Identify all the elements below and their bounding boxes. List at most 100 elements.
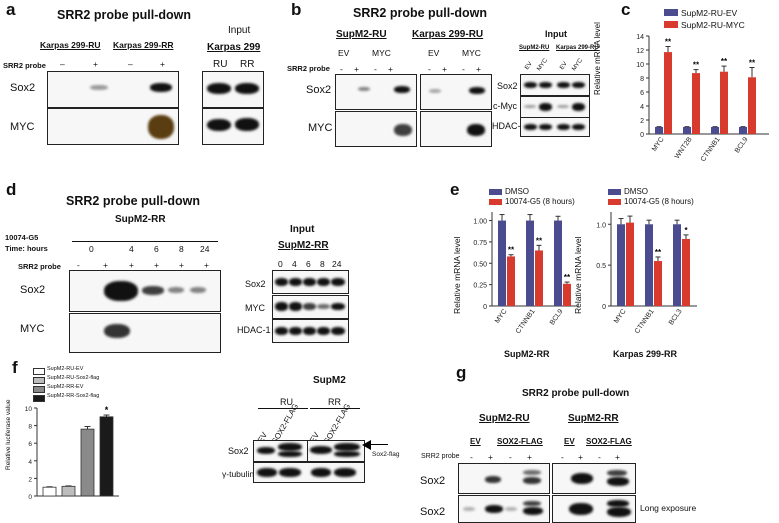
bar (99, 416, 114, 497)
bar (683, 127, 691, 134)
y-tick-label: 8 (28, 424, 32, 431)
time-bracket (72, 241, 218, 242)
bracket (258, 408, 308, 409)
y-tick-label: 4 (28, 459, 32, 466)
lane-sign: + (103, 260, 108, 270)
sub-label: MYC (462, 48, 481, 58)
bar (739, 127, 747, 134)
input-blot-myc (202, 108, 264, 145)
blot-myc-supm2 (335, 111, 417, 147)
panel-letter: g (456, 363, 467, 382)
time-value: 4 (129, 244, 134, 254)
panel-letter: c (621, 0, 631, 19)
group-label: SupM2-RU (336, 29, 387, 40)
lane-sign: + (388, 64, 393, 74)
blot-myc (47, 108, 179, 145)
sub-label: MYC (536, 57, 549, 73)
lane-sign: - (509, 452, 512, 462)
y-tick-label: 12 (636, 48, 644, 55)
blot-sox2 (458, 463, 550, 494)
sub-label: EV (564, 437, 575, 446)
row-label: Sox2 (420, 506, 446, 518)
bar (682, 238, 690, 306)
x-tick-label: BCL9 (734, 136, 750, 154)
bar (664, 52, 672, 134)
bar (655, 127, 663, 134)
sub-label: EV (559, 60, 569, 72)
bar (748, 77, 756, 134)
y-axis-label: Relative luciferase value (5, 399, 12, 470)
lane-sign: - (470, 452, 473, 462)
legend-label: SupM2-RU-EV (681, 8, 738, 18)
significance-mark: ** (536, 236, 543, 245)
x-tick-label: BCL3 (668, 308, 684, 326)
x-axis-label: SupM2-RR (504, 349, 550, 359)
input-blot-cmyc (520, 96, 590, 118)
input-blot-hdac1 (520, 117, 590, 137)
y-tick-label: 0.5 (596, 263, 606, 270)
bracket (310, 408, 360, 409)
chart-c: 0 2 4 6 8 10 12 14 ** MYC ** WNT2B ** CTNNB1 ** BCL9 (636, 34, 769, 163)
panel-title: SRR2 probe pull-down (353, 6, 488, 20)
input-title: Input (545, 29, 567, 39)
bar (526, 220, 534, 306)
legend-swatch (664, 21, 678, 28)
bar (80, 428, 95, 497)
lane-sign: – (60, 59, 65, 69)
group-label: Karpas 299-RU (412, 29, 484, 40)
row-label: MYC (20, 323, 45, 335)
input-title: Input (290, 224, 315, 235)
row-label: HDAC-1 (492, 121, 526, 131)
time-value: 6 (306, 259, 311, 269)
bar (42, 486, 57, 497)
row-label: Sox2 (306, 84, 332, 96)
input-group: SupM2-RU (519, 45, 550, 51)
time-value: 24 (332, 259, 342, 269)
blot-sox2-supm2 (335, 74, 417, 110)
y-tick-label: 0 (483, 304, 487, 311)
input-blot-hdac1 (272, 319, 349, 343)
y-tick-label: 4 (640, 104, 644, 111)
group-label: Karpas 299-RR (113, 40, 174, 50)
sub-label: EV (338, 48, 350, 58)
y-axis-label: Relative mRNA level (593, 22, 602, 95)
significance-mark: * (105, 405, 109, 415)
lane-sign: + (488, 452, 493, 462)
panel-title: SRR2 probe pull-down (66, 194, 201, 208)
chart-e-left: 0 0.25 0.50 0.75 1.00 ** MYC ** CTNNB1 ** BCL9 (473, 212, 578, 335)
bar (645, 224, 653, 306)
y-tick-label: 0.50 (473, 261, 487, 268)
y-tick-label: 8 (640, 76, 644, 83)
group-label: Karpas 299-RU (40, 40, 101, 50)
sub-label: SOX2-FLAG (497, 437, 543, 446)
legend-swatch (608, 199, 621, 205)
legend-swatch (489, 189, 502, 195)
lane-sign: + (93, 59, 98, 69)
row-label: Sox2 (20, 284, 46, 296)
panel-letter: d (6, 180, 17, 199)
lane-sign: - (598, 452, 601, 462)
input-cell: SupM2-RR (278, 240, 329, 251)
x-tick-label: CTNNB1 (634, 308, 656, 335)
time-value: 0 (89, 244, 94, 254)
blot-myc-karpas (420, 111, 492, 147)
lane-sign: - (340, 64, 343, 74)
row-label: Sox2 (10, 82, 36, 94)
legend-label: SupM2-RU-MYC (681, 20, 745, 30)
y-tick-label: 2 (640, 118, 644, 125)
bar (654, 261, 662, 306)
blot-title: SupM2 (313, 375, 346, 386)
input-blot-myc (272, 295, 349, 319)
probe-label: SRR2 probe (287, 64, 330, 73)
sub-label: EV (428, 48, 440, 58)
lane-sign: + (527, 452, 532, 462)
lane-sign: + (160, 59, 165, 69)
lane-sign: + (476, 64, 481, 74)
drug-label: 10074-G5 (5, 233, 39, 242)
lane-sign: + (442, 64, 447, 74)
cell-label: SupM2-RR (115, 214, 166, 225)
row-label: Sox2 (420, 475, 446, 487)
lane-sign: + (129, 260, 134, 270)
panel-letter: b (291, 0, 302, 19)
group-label: SupM2-RU (479, 413, 530, 424)
